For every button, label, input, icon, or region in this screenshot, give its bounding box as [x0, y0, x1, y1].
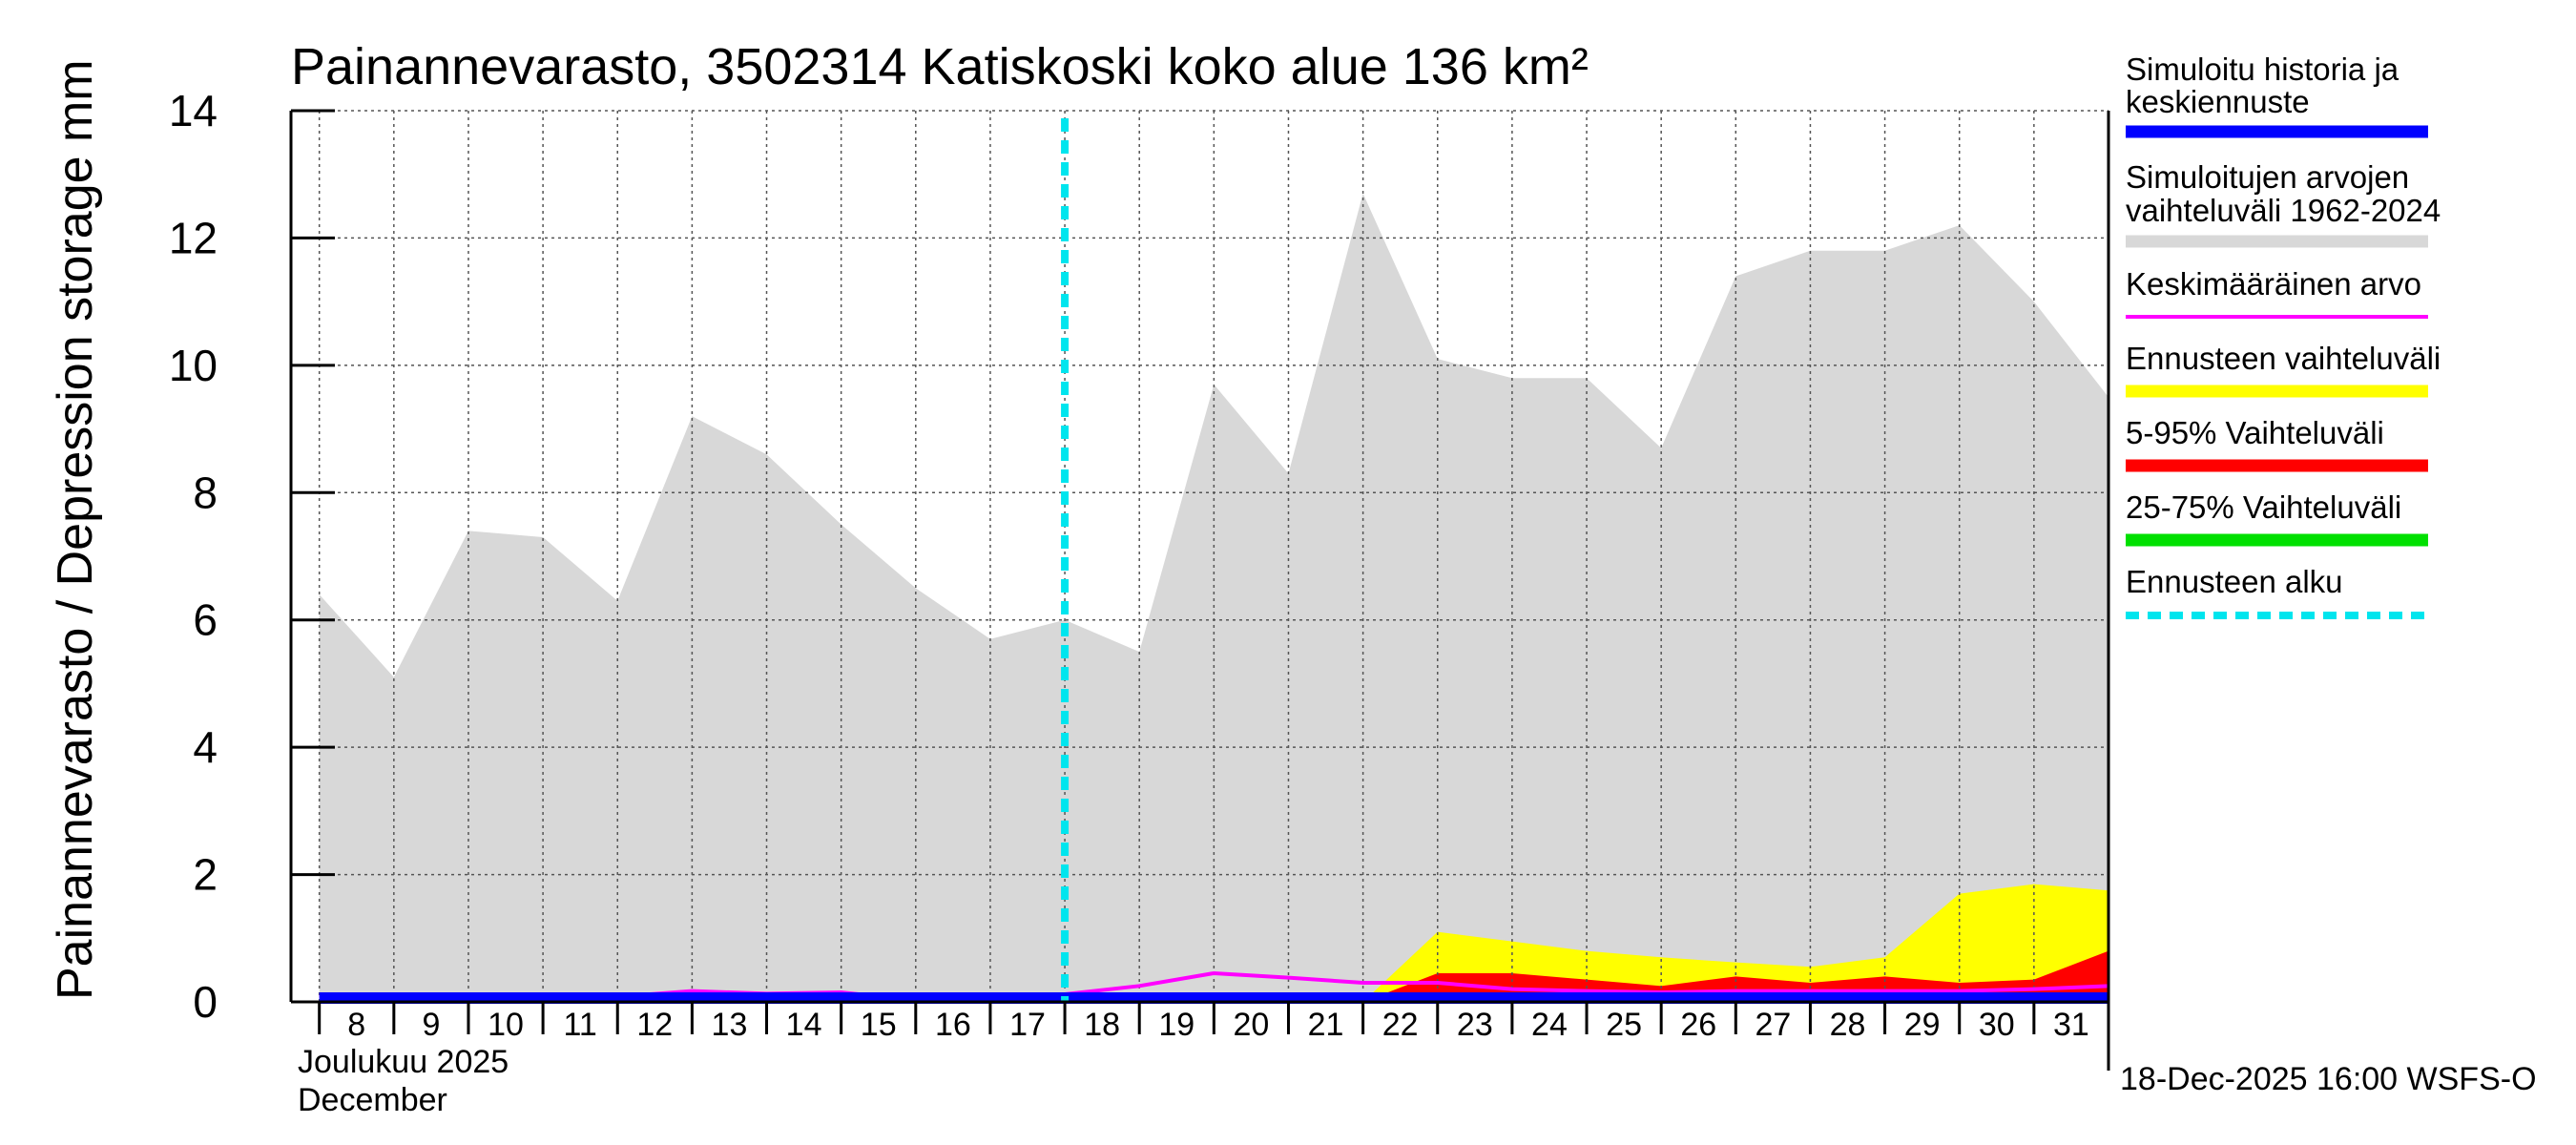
- y-axis-label: Painannevarasto / Depression storage mm: [48, 59, 103, 1000]
- x-tick-label-8: 8: [347, 1007, 365, 1043]
- month-label-fi: Joulukuu 2025: [298, 1044, 509, 1080]
- timestamp-label: 18-Dec-2025 16:00 WSFS-O: [2120, 1061, 2537, 1097]
- x-tick-label-15: 15: [861, 1007, 897, 1043]
- x-tick-label-18: 18: [1084, 1007, 1120, 1043]
- y-tick-label-12: 12: [169, 213, 218, 262]
- x-tick-label-10: 10: [488, 1007, 524, 1043]
- y-tick-label-4: 4: [193, 722, 218, 772]
- x-tick-label-27: 27: [1755, 1007, 1791, 1043]
- legend-label-ennusteen-alku: Ennusteen alku: [2126, 564, 2343, 599]
- x-tick-label-24: 24: [1531, 1007, 1568, 1043]
- legend-label2-simuloitujen-arvojen: vaihteluväli 1962-2024: [2126, 193, 2441, 228]
- x-tick-label-9: 9: [422, 1007, 440, 1043]
- x-tick-label-21: 21: [1308, 1007, 1344, 1043]
- x-tick-label-19: 19: [1158, 1007, 1195, 1043]
- x-tick-label-22: 22: [1382, 1007, 1419, 1043]
- legend-label-simuloitu-historia-ja: Simuloitu historia ja: [2126, 52, 2399, 87]
- legend-label2-simuloitu-historia-ja: keskiennuste: [2126, 84, 2310, 119]
- band-ennusteen-vaihteluv-li: [1362, 884, 2109, 1002]
- legend-label-keskim-r-inen-arvo: Keskimääräinen arvo: [2126, 266, 2421, 302]
- legend-label-5-95-vaihteluv-li: 5-95% Vaihteluväli: [2126, 415, 2384, 450]
- x-tick-label-14: 14: [786, 1007, 822, 1043]
- x-tick-label-16: 16: [935, 1007, 971, 1043]
- x-tick-label-20: 20: [1234, 1007, 1270, 1043]
- x-tick-label-17: 17: [1009, 1007, 1046, 1043]
- legend-label-simuloitujen-arvojen: Simuloitujen arvojen: [2126, 159, 2409, 195]
- y-tick-label-8: 8: [193, 468, 218, 517]
- x-tick-label-23: 23: [1457, 1007, 1493, 1043]
- x-tick-label-11: 11: [564, 1007, 597, 1043]
- legend-label-ennusteen-vaihteluv-li: Ennusteen vaihteluväli: [2126, 341, 2441, 376]
- x-tick-label-31: 31: [2053, 1007, 2089, 1043]
- y-tick-label-2: 2: [193, 850, 218, 900]
- x-tick-label-13: 13: [712, 1007, 748, 1043]
- legend-label-25-75-vaihteluv-li: 25-75% Vaihteluväli: [2126, 489, 2401, 525]
- y-tick-label-0: 0: [193, 977, 218, 1027]
- x-tick-label-12: 12: [636, 1007, 673, 1043]
- month-label-en: December: [298, 1082, 447, 1118]
- x-tick-label-28: 28: [1830, 1007, 1866, 1043]
- x-tick-label-26: 26: [1680, 1007, 1716, 1043]
- chart-title: Painannevarasto, 3502314 Katiskoski koko…: [291, 38, 1589, 95]
- y-tick-label-10: 10: [169, 341, 218, 390]
- y-tick-label-14: 14: [169, 86, 218, 135]
- x-tick-label-25: 25: [1606, 1007, 1642, 1043]
- y-tick-label-6: 6: [193, 595, 218, 645]
- x-tick-label-29: 29: [1904, 1007, 1941, 1043]
- x-tick-label-30: 30: [1979, 1007, 2015, 1043]
- plot-lines: [319, 118, 2109, 1004]
